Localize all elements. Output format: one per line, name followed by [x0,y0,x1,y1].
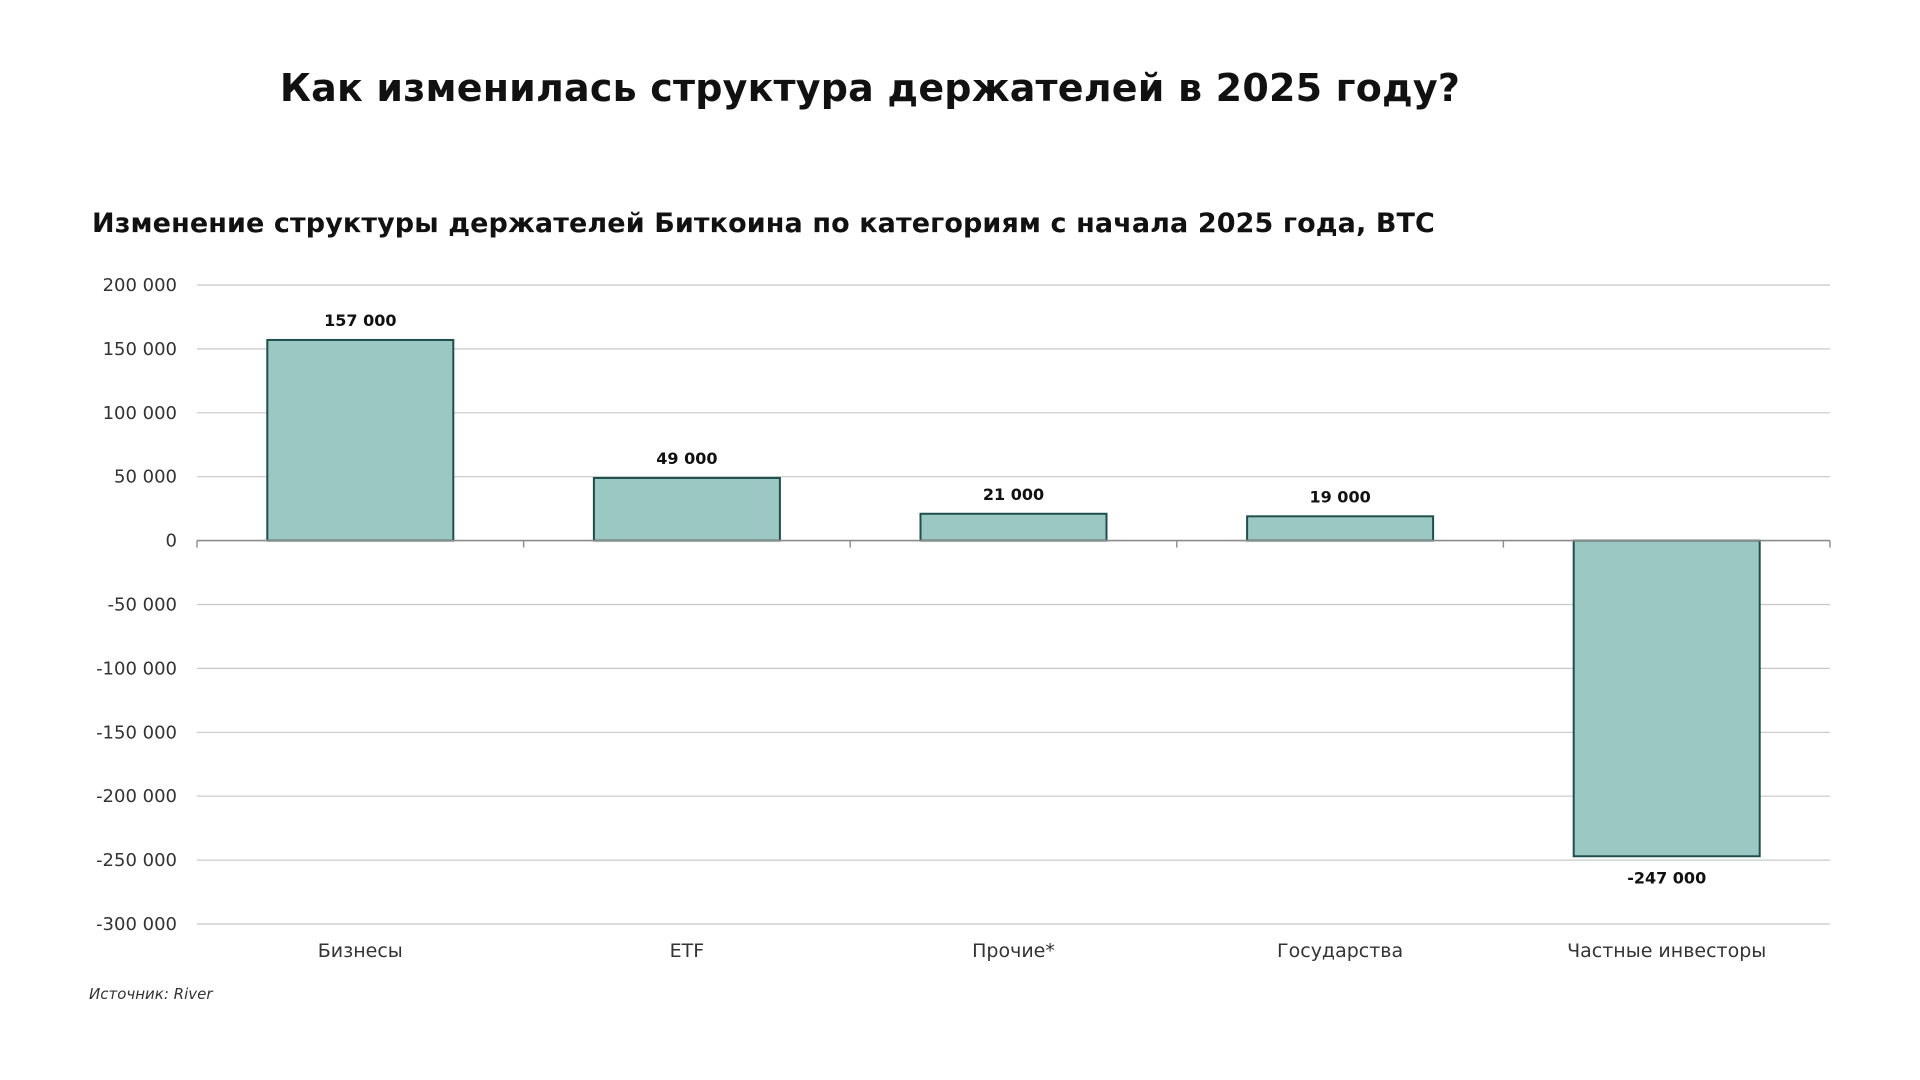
source-note: Источник: River [89,985,213,1003]
bar [266,338,455,542]
y-tick-label: 100 000 [103,403,177,424]
bars [266,338,1761,858]
y-tick-label: 200 000 [103,275,177,296]
category-label: Прочие* [972,940,1055,962]
gridlines [197,284,1830,925]
bar [919,512,1108,542]
data-label: 19 000 [1309,487,1370,506]
data-label: -247 000 [1627,868,1706,887]
category-label: Частные инвесторы [1567,940,1766,962]
category-labels: Бизнесы ETF Прочие* Государства Частные инве… [318,940,1767,962]
y-tick-label: -150 000 [96,722,177,743]
category-label: Государства [1277,940,1403,962]
data-label: 49 000 [656,449,717,468]
y-tick-label: -200 000 [96,786,177,807]
y-tick-label: 50 000 [114,467,177,488]
y-tick-label: -250 000 [96,850,177,871]
y-tick-label: -100 000 [96,658,177,679]
data-label: 21 000 [983,485,1044,504]
y-tick-label: -50 000 [108,595,177,616]
y-tick-label: -300 000 [96,914,177,935]
category-label: Бизнесы [318,940,403,962]
data-label: 157 000 [324,311,396,330]
y-axis-ticks: 200 000 150 000 100 000 50 000 0 -50 000 -100 … [96,275,177,935]
bar [592,476,781,542]
bar [1572,539,1761,858]
zero-axis [196,539,1831,548]
chart-title: Изменение структуры держателей Биткоина … [92,208,1435,239]
y-tick-label: 0 [166,531,177,552]
data-labels: 157 000 49 000 21 000 19 000 -247 000 [324,311,1706,887]
bar [1246,515,1435,542]
page-title: Как изменилась структура держателей в 20… [279,66,1461,110]
y-tick-label: 150 000 [103,339,177,360]
category-label: ETF [670,940,705,962]
